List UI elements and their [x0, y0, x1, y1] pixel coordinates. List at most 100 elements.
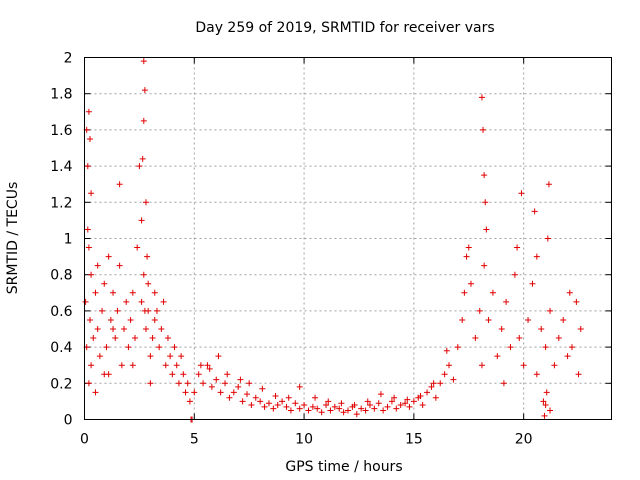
- data-point: [252, 394, 259, 401]
- data-point: [514, 244, 521, 251]
- data-point: [481, 172, 488, 179]
- data-point: [110, 289, 117, 296]
- data-point: [94, 326, 101, 332]
- data-point: [375, 400, 382, 407]
- data-point: [114, 307, 121, 314]
- data-point: [88, 271, 95, 278]
- data-point: [494, 353, 501, 360]
- x-tick-label: 20: [515, 432, 533, 448]
- data-point: [169, 371, 176, 378]
- data-point: [129, 289, 136, 296]
- data-point: [90, 335, 97, 342]
- data-point: [121, 326, 128, 332]
- data-point: [410, 398, 417, 405]
- data-point: [388, 398, 395, 405]
- data-point: [156, 344, 163, 351]
- data-point: [204, 362, 211, 369]
- data-point: [340, 409, 347, 416]
- data-point: [402, 400, 409, 407]
- data-point: [272, 392, 279, 399]
- data-point: [391, 394, 398, 401]
- data-point: [533, 371, 540, 378]
- data-point: [507, 344, 514, 351]
- data-point: [305, 407, 312, 414]
- data-point: [463, 253, 470, 260]
- data-point: [116, 262, 123, 269]
- data-point: [424, 389, 431, 396]
- data-point: [86, 316, 93, 323]
- data-point: [465, 244, 472, 251]
- data-point: [215, 353, 222, 360]
- data-point: [459, 316, 466, 323]
- data-point: [544, 235, 551, 242]
- data-point: [153, 307, 160, 314]
- data-point: [358, 405, 365, 412]
- data-point: [186, 398, 193, 405]
- data-point: [208, 383, 215, 390]
- data-point: [481, 262, 488, 269]
- data-point: [371, 405, 378, 412]
- data-point: [101, 371, 108, 378]
- data-point: [235, 383, 242, 390]
- data-point: [325, 398, 332, 405]
- data-point: [384, 403, 391, 410]
- grid-lines: [84, 57, 612, 420]
- data-point: [92, 389, 99, 396]
- x-tick-label: 10: [295, 432, 313, 448]
- data-point: [213, 376, 220, 383]
- data-point: [393, 405, 400, 412]
- data-point: [230, 389, 237, 396]
- data-point: [138, 217, 145, 224]
- data-point: [96, 353, 103, 360]
- data-point: [270, 405, 277, 412]
- y-tick-label: 1.4: [50, 159, 72, 175]
- data-point: [573, 298, 580, 305]
- y-axis-label: SRMTID / TECUs: [5, 182, 21, 295]
- data-point: [577, 326, 584, 332]
- data-point: [454, 344, 461, 351]
- data-point: [520, 362, 527, 369]
- data-point: [151, 289, 158, 296]
- data-point: [140, 58, 147, 65]
- data-point: [160, 298, 167, 305]
- data-point: [94, 262, 101, 269]
- data-point: [142, 326, 149, 332]
- data-point: [125, 344, 132, 351]
- data-point: [516, 335, 523, 342]
- data-point: [246, 380, 253, 387]
- data-point: [127, 316, 134, 323]
- data-point: [88, 190, 95, 197]
- data-point: [525, 316, 532, 323]
- data-point: [446, 362, 453, 369]
- data-point: [511, 271, 518, 278]
- data-point: [314, 405, 321, 412]
- y-tick-label: 2: [64, 51, 73, 67]
- data-point: [529, 280, 536, 287]
- data-point: [123, 298, 130, 305]
- data-point: [285, 394, 292, 401]
- data-point: [575, 371, 582, 378]
- data-point: [417, 392, 424, 399]
- data-point: [301, 402, 308, 409]
- data-point: [309, 403, 316, 410]
- x-tick-label: 15: [405, 432, 423, 448]
- data-point: [151, 316, 158, 323]
- data-point: [476, 307, 483, 314]
- data-point: [107, 316, 114, 323]
- y-axis: 0 0.2 0.4 0.6 0.8 1 1.2 1.4 1.6 1.8 2: [50, 51, 612, 429]
- data-point: [336, 405, 343, 412]
- y-tick-label: 1.6: [50, 123, 72, 139]
- x-tick-label: 5: [190, 432, 199, 448]
- data-point: [498, 326, 505, 332]
- data-point: [327, 407, 334, 414]
- data-point: [287, 407, 294, 414]
- y-tick-label: 0.2: [50, 376, 72, 392]
- data-point: [279, 398, 286, 405]
- data-point: [564, 353, 571, 360]
- data-point: [419, 402, 426, 409]
- data-point: [200, 380, 207, 387]
- data-point: [540, 398, 547, 405]
- data-point: [158, 326, 165, 332]
- data-point: [138, 298, 145, 305]
- data-point: [105, 253, 112, 260]
